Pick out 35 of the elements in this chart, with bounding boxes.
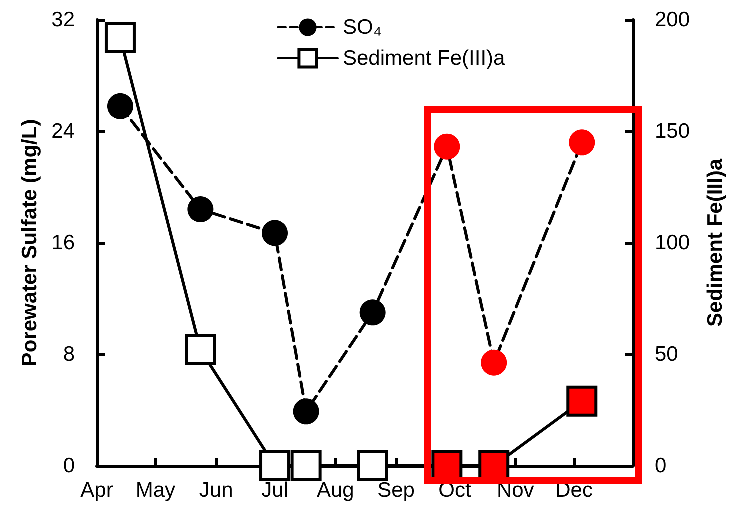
y2-tick-label: 0	[655, 454, 667, 478]
y-tick-label: 32	[52, 8, 75, 32]
point	[357, 450, 388, 482]
x-tick-label: Aug	[316, 479, 354, 502]
legend-label: SO₄	[343, 16, 382, 39]
point	[262, 220, 288, 246]
x-tick-label: Apr	[80, 479, 114, 502]
x-tick-label: Sep	[378, 479, 415, 502]
point	[185, 334, 216, 366]
x-tick-label: May	[136, 479, 176, 502]
x-tick-label: Jun	[199, 479, 234, 502]
y-tick-label: 0	[63, 454, 75, 478]
y2-tick-label: 100	[655, 232, 690, 254]
y-tick-label: 8	[63, 343, 75, 366]
point	[188, 196, 214, 223]
y-tick-label: 16	[52, 232, 75, 254]
y-tick-label: 24	[52, 120, 76, 143]
point	[290, 450, 322, 482]
point	[293, 398, 320, 425]
y2-tick-label: 200	[655, 8, 690, 32]
y2-tick-label: 150	[655, 120, 690, 143]
point	[566, 386, 598, 417]
y2-tick-label: 50	[655, 343, 678, 366]
point	[360, 300, 386, 326]
legend-label: Sediment Fe(III)a	[343, 47, 506, 70]
x-tick-label: Nov	[496, 479, 535, 502]
point	[104, 22, 136, 54]
y-axis-title: Porewater Sulfate (mg/L)	[18, 119, 42, 367]
x-tick-label: Jul	[262, 479, 288, 502]
point	[434, 134, 460, 160]
point	[481, 350, 508, 376]
point	[108, 93, 134, 120]
point	[569, 130, 596, 156]
point	[260, 450, 291, 482]
y2-axis-title: Sediment Fe(III)a	[704, 158, 727, 328]
